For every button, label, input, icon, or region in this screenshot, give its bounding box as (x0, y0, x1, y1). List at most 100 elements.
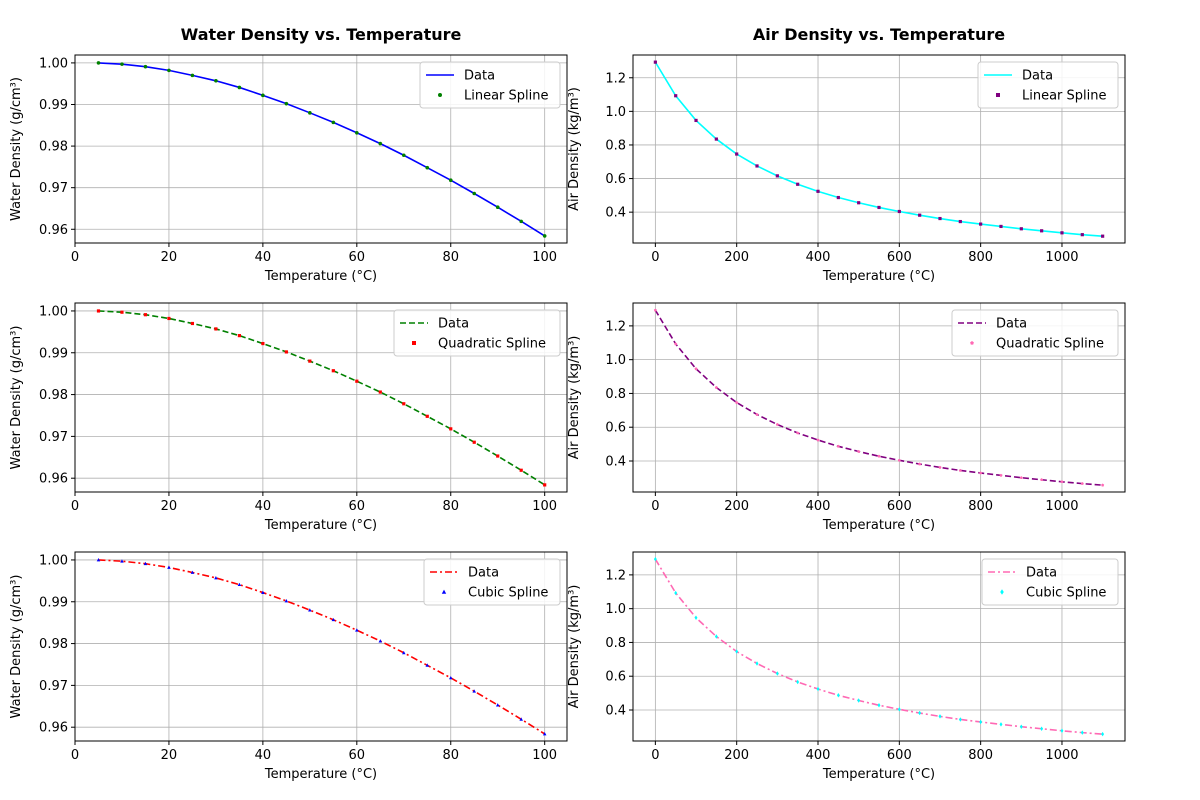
data-point (857, 698, 861, 703)
y-axis-label: Water Density (g/cm³) (9, 575, 24, 719)
axes-frame (74, 302, 568, 493)
data-point (836, 195, 840, 200)
y-tick-label: 0.6 (605, 670, 626, 685)
x-tick-label: 20 (161, 748, 178, 763)
data-point (261, 341, 265, 346)
data-point (237, 582, 242, 587)
data-point (735, 400, 739, 404)
y-tick-label: 0.6 (605, 172, 626, 187)
y-tick-label: 1.0 (605, 353, 626, 368)
data-point (143, 561, 148, 566)
x-axis-label: Temperature (°C) (822, 767, 935, 782)
data-point (1080, 730, 1084, 735)
data-point (918, 462, 922, 466)
data-point (120, 62, 124, 66)
legend-marker-swatch (412, 341, 416, 345)
x-tick-label: 40 (255, 250, 272, 265)
data-point (938, 216, 942, 221)
data-point (190, 73, 195, 78)
series-line-data (654, 558, 1103, 735)
legend-box (419, 61, 561, 109)
data-point (1040, 229, 1044, 233)
x-axis-label: Temperature (°C) (264, 269, 377, 284)
data-point (402, 650, 406, 655)
data-point (472, 191, 477, 196)
x-tick-label: 400 (806, 250, 831, 265)
x-tick-label: 200 (724, 499, 749, 514)
data-point (1080, 482, 1084, 485)
data-point (816, 189, 820, 193)
x-tick-label: 600 (887, 748, 912, 763)
subplot-water-quadratic: 0 20 40 60 80 100 0.96 0.97 0.98 0.99 1.00 Temperat… (9, 302, 568, 533)
legend: Data Quadratic Spline (393, 309, 561, 357)
x-tick-label: 0 (651, 499, 659, 514)
legend: Data Linear Spline (977, 61, 1119, 109)
data-point (694, 118, 698, 123)
data-point (167, 68, 171, 73)
y-tick-label: 0.99 (39, 346, 68, 361)
data-point (694, 367, 698, 371)
data-point (836, 693, 840, 698)
data-point (979, 719, 983, 725)
legend: Data Linear Spline (419, 61, 561, 109)
data-point (542, 731, 547, 736)
data-point (448, 675, 453, 680)
x-tick-label: 40 (255, 748, 272, 763)
data-point (755, 661, 759, 666)
data-point (999, 224, 1003, 229)
x-tick-label: 60 (349, 748, 366, 763)
data-point (284, 599, 289, 603)
x-axis-label: Temperature (°C) (822, 269, 935, 284)
data-point (331, 369, 335, 373)
data-point (674, 342, 678, 346)
data-point (378, 639, 383, 643)
data-point (877, 205, 881, 210)
data-point (735, 152, 739, 156)
data-point (167, 316, 171, 321)
legend: Data Cubic Spline (981, 558, 1119, 606)
data-point (1040, 726, 1044, 731)
legend-entry-label: Linear Spline (1022, 89, 1107, 104)
legend-marker-swatch (996, 93, 1000, 97)
data-point (897, 209, 901, 214)
legend-box (977, 61, 1119, 109)
legend-box (981, 558, 1119, 606)
data-point (472, 440, 476, 444)
data-point (735, 649, 739, 654)
data-point (214, 78, 218, 83)
data-point (496, 454, 500, 458)
y-tick-label: 0.97 (39, 181, 68, 196)
data-point (796, 431, 800, 435)
legend-entry-label: Data (1022, 69, 1053, 84)
legend-entry-label: Cubic Spline (468, 586, 548, 601)
data-point (1060, 231, 1064, 235)
y-tick-label: 0.98 (39, 140, 68, 155)
data-point (448, 178, 453, 182)
data-point (261, 93, 265, 98)
x-tick-label: 400 (806, 499, 831, 514)
data-point (96, 558, 101, 562)
y-tick-label: 1.00 (39, 304, 68, 319)
data-point (519, 468, 523, 472)
x-axis-label: Temperature (°C) (822, 518, 935, 533)
y-tick-label: 0.4 (605, 703, 626, 718)
x-tick-label: 600 (887, 250, 912, 265)
axes-frame (632, 302, 1126, 493)
y-tick-label: 0.98 (39, 388, 68, 403)
legend-entry-label: Data (996, 317, 1027, 332)
data-point (897, 707, 901, 712)
y-tick-label: 0.96 (39, 223, 68, 238)
data-point (495, 205, 500, 210)
data-point (836, 444, 840, 448)
x-tick-label: 100 (532, 499, 557, 514)
data-point (308, 608, 312, 612)
y-tick-label: 0.8 (605, 387, 626, 402)
y-tick-label: 0.98 (39, 637, 68, 652)
legend-entry-label: Data (438, 317, 469, 332)
x-tick-label: 1000 (1045, 499, 1078, 514)
y-tick-label: 0.8 (605, 636, 626, 651)
data-point (543, 483, 547, 487)
x-tick-label: 60 (349, 499, 366, 514)
x-tick-label: 100 (532, 748, 557, 763)
y-axis-label: Air Density (kg/m³) (567, 336, 582, 460)
